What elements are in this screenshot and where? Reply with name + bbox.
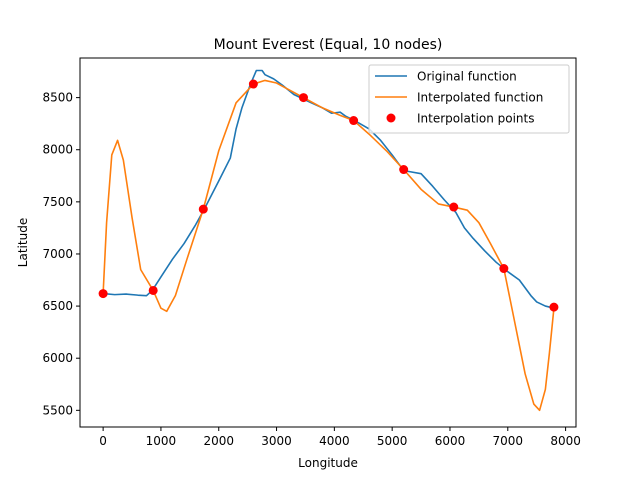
- interpolation-point: [198, 204, 208, 214]
- interpolation-point: [499, 264, 509, 274]
- y-axis-label: Latitude: [16, 218, 30, 267]
- legend-swatch-points: [386, 113, 396, 123]
- y-tick-label: 5500: [42, 403, 73, 417]
- legend: Original function Interpolated function …: [368, 64, 570, 134]
- x-axis-label: Longitude: [298, 456, 358, 470]
- x-tick-label: 5000: [377, 434, 408, 448]
- interpolation-point: [349, 116, 359, 126]
- interpolation-point: [549, 302, 559, 312]
- x-tick-label: 7000: [493, 434, 524, 448]
- interpolation-point: [449, 202, 459, 212]
- x-tick-label: 3000: [261, 434, 292, 448]
- y-tick-label: 7000: [42, 247, 73, 261]
- plot-frame: [79, 57, 577, 428]
- interpolated-function-line: [102, 79, 555, 412]
- legend-label-interpolated: Interpolated function: [417, 91, 543, 105]
- legend-label-points: Interpolation points: [417, 112, 534, 126]
- x-axis: 0 1000 2000 3000 4000 5000 6000 7000 8000: [99, 427, 581, 448]
- y-axis: 5500 6000 6500 7000 7500 8000 8500: [42, 91, 80, 417]
- y-tick-label: 6500: [42, 299, 73, 313]
- series-layer: [98, 69, 559, 412]
- x-tick-label: 8000: [550, 434, 581, 448]
- y-tick-label: 7500: [42, 195, 73, 209]
- x-tick-label: 4000: [319, 434, 350, 448]
- legend-box: [368, 64, 570, 134]
- x-tick-label: 6000: [435, 434, 466, 448]
- interpolation-point: [148, 285, 158, 295]
- interpolation-point: [298, 93, 308, 103]
- interpolation-point: [399, 165, 409, 175]
- chart-title: Mount Everest (Equal, 10 nodes): [214, 37, 443, 53]
- x-tick-label: 1000: [146, 434, 177, 448]
- legend-label-original: Original function: [417, 70, 517, 84]
- y-tick-label: 6000: [42, 351, 73, 365]
- interpolation-point: [98, 289, 108, 299]
- x-tick-label: 0: [99, 434, 107, 448]
- interpolation-point: [248, 79, 258, 89]
- y-tick-label: 8500: [42, 91, 73, 105]
- y-tick-label: 8000: [42, 143, 73, 157]
- x-tick-label: 2000: [203, 434, 234, 448]
